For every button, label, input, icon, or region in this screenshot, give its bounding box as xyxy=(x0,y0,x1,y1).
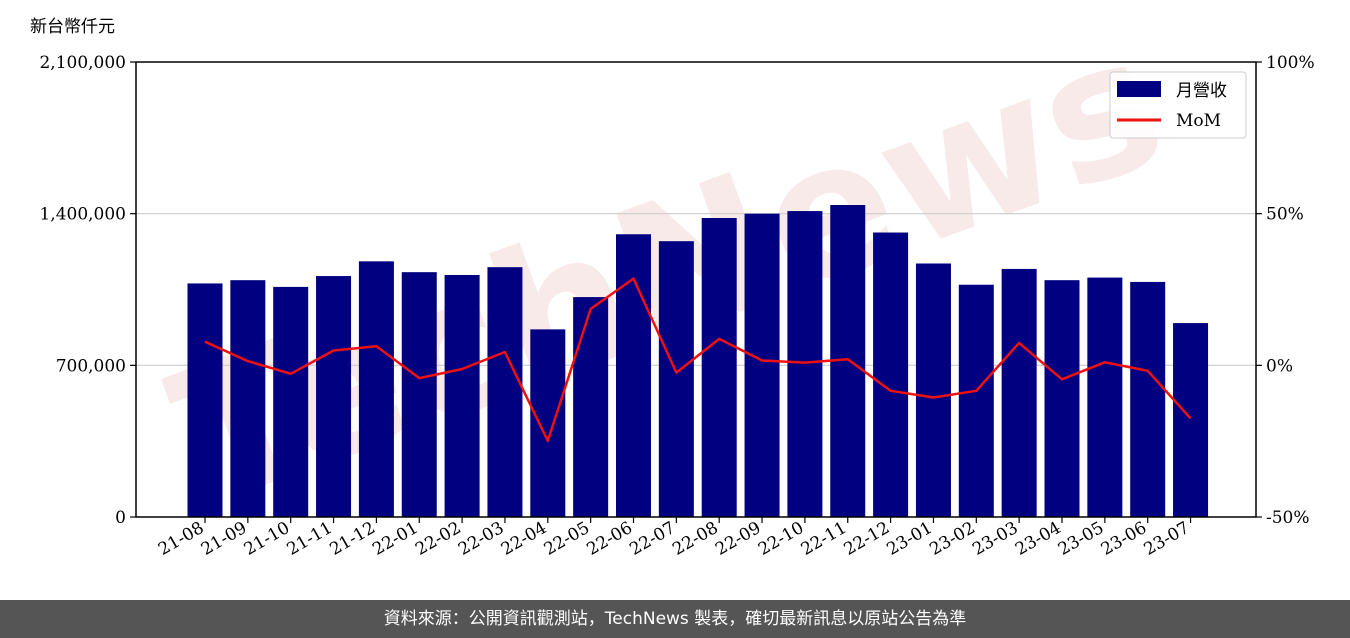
right-tick-label: 0% xyxy=(1266,356,1293,376)
left-tick-label: 0 xyxy=(115,508,126,528)
chart: TechNews 新台幣仟元 0700,0001,400,0002,100,00… xyxy=(30,0,1315,560)
bar-22-05 xyxy=(573,297,609,517)
bar-22-06 xyxy=(616,234,651,517)
legend-label-bar: 月營收 xyxy=(1176,81,1227,101)
legend: 月營收 MoM xyxy=(1109,71,1247,139)
bar-23-06 xyxy=(1130,281,1166,517)
x-tick-label-22-07: 22-07 xyxy=(626,518,678,560)
right-tick-label: 50% xyxy=(1266,205,1304,225)
x-tick-label-22-10: 22-10 xyxy=(755,518,807,560)
x-tick-label-22-06: 22-06 xyxy=(584,518,636,560)
bar-23-01 xyxy=(915,263,951,517)
x-tick-label-23-05: 23-05 xyxy=(1055,518,1107,560)
bar-21-08 xyxy=(187,283,223,517)
x-tick-label-22-05: 22-05 xyxy=(541,518,593,560)
x-tick-label-21-12: 21-12 xyxy=(326,518,378,560)
x-tick-label-22-08: 22-08 xyxy=(669,518,721,560)
left-tick-label: 2,100,000 xyxy=(39,53,126,73)
mom-line xyxy=(204,277,1192,443)
bar-22-04 xyxy=(530,329,566,517)
left-tick-label: 700,000 xyxy=(56,356,126,376)
bar-22-01 xyxy=(401,272,437,517)
legend-label-line: MoM xyxy=(1176,111,1221,131)
left-tick-label: 1,400,000 xyxy=(39,205,126,225)
x-tick-label-22-03: 22-03 xyxy=(455,518,507,560)
bar-22-09 xyxy=(744,213,780,517)
x-tick-label-22-09: 22-09 xyxy=(712,518,764,560)
bar-22-02 xyxy=(444,274,480,517)
legend-swatch-bar xyxy=(1117,81,1161,97)
source-footer: 資料來源：公開資訊觀測站，TechNews 製表，確切最新訊息以原站公告為準 xyxy=(0,600,1350,638)
x-tick-label-22-01: 22-01 xyxy=(369,518,421,560)
x-tick-label-23-04: 23-04 xyxy=(1012,518,1064,560)
x-tick-label-22-12: 22-12 xyxy=(841,518,893,560)
x-tick-label-21-08: 21-08 xyxy=(155,518,207,560)
x-tick-label-23-06: 23-06 xyxy=(1098,518,1150,560)
bar-21-11 xyxy=(316,276,352,517)
bar-22-12 xyxy=(873,232,909,517)
bar-21-10 xyxy=(273,286,309,517)
x-tick-label-23-01: 23-01 xyxy=(884,518,936,560)
right-tick-label: 100% xyxy=(1266,53,1315,73)
bar-23-03 xyxy=(1001,268,1037,517)
bar-23-02 xyxy=(958,284,994,517)
x-tick-label-23-07: 23-07 xyxy=(1141,518,1193,560)
x-tick-label-22-11: 22-11 xyxy=(798,518,850,560)
bar-21-09 xyxy=(230,280,266,517)
bar-series xyxy=(187,205,1209,518)
bar-22-08 xyxy=(701,218,737,517)
bar-22-07 xyxy=(658,241,694,517)
x-tick-label-23-02: 23-02 xyxy=(926,518,978,560)
y-unit-label: 新台幣仟元 xyxy=(30,17,115,37)
mom-line-series xyxy=(204,277,1192,443)
x-tick-label-22-02: 22-02 xyxy=(412,518,464,560)
bar-23-05 xyxy=(1087,277,1123,517)
bar-21-12 xyxy=(358,261,394,517)
x-tick-label-23-03: 23-03 xyxy=(969,518,1021,560)
bar-22-10 xyxy=(787,211,823,518)
bar-23-07 xyxy=(1173,323,1209,517)
plot-frame xyxy=(135,61,1257,518)
bar-22-03 xyxy=(487,267,523,517)
x-tick-label-22-04: 22-04 xyxy=(498,518,550,560)
bar-23-04 xyxy=(1044,280,1080,517)
right-tick-label: -50% xyxy=(1266,508,1310,528)
x-tick-label-21-11: 21-11 xyxy=(284,518,336,560)
